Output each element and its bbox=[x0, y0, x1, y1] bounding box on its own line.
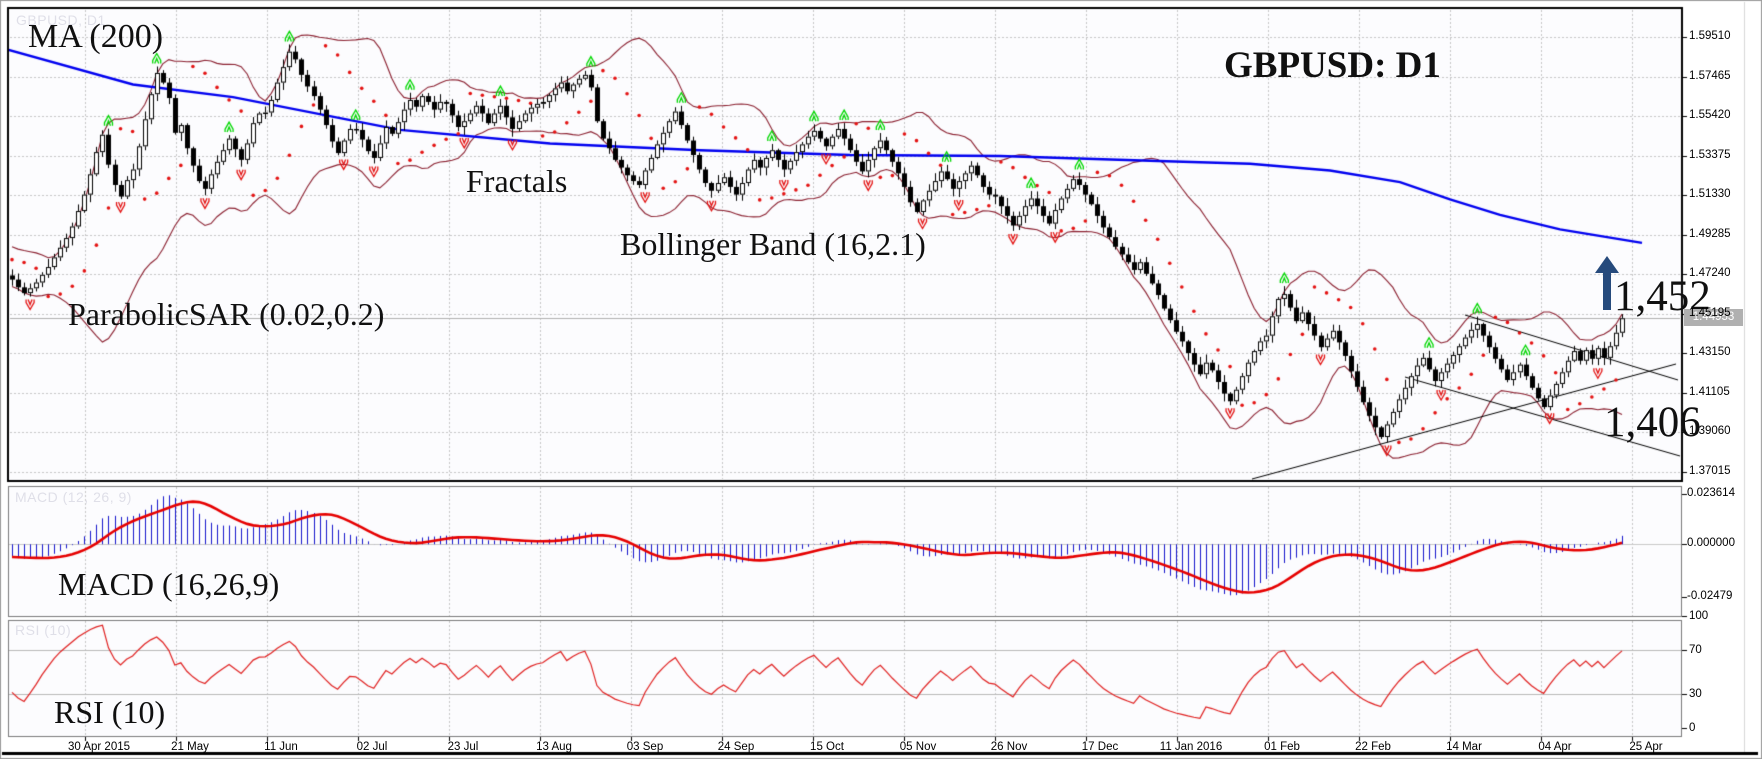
macd-panel-label: MACD (16,26,9) bbox=[58, 566, 280, 602]
date-axis-label: 14 Mar bbox=[1446, 741, 1482, 753]
price-axis-label: 1.59510 bbox=[1689, 30, 1731, 42]
rsi-axis-label: 30 bbox=[1689, 688, 1702, 700]
rsi-axis-label: 70 bbox=[1689, 644, 1702, 656]
rsi-axis-label: 0 bbox=[1689, 722, 1696, 734]
rsi-watermark: RSI (10) bbox=[15, 622, 72, 638]
fractals-label: Fractals bbox=[466, 163, 568, 199]
ma-label: MA (200) bbox=[28, 18, 164, 55]
price-axis-label: 1.39060 bbox=[1689, 425, 1731, 437]
price-axis-label: 1.37015 bbox=[1689, 465, 1731, 477]
current-price-tag: 1.44953 bbox=[1684, 309, 1743, 326]
date-axis-label: 17 Dec bbox=[1081, 741, 1119, 753]
price-axis-label: 1.49285 bbox=[1689, 228, 1731, 240]
price-axis-label: 1.51330 bbox=[1689, 188, 1731, 200]
macd-watermark: MACD (12, 26, 9) bbox=[15, 489, 132, 505]
bollinger-label: Bollinger Band (16,2.1) bbox=[620, 226, 926, 262]
date-axis-label: 22 Feb bbox=[1355, 741, 1391, 753]
macd-axis-label: 0.000000 bbox=[1687, 537, 1735, 549]
price-axis-label: 1.41105 bbox=[1689, 386, 1730, 398]
symbol-watermark: GBPUSD, D1 bbox=[16, 12, 106, 28]
support-price-label: 1,406 bbox=[1604, 399, 1701, 446]
price-axis-label: 1.53375 bbox=[1689, 149, 1731, 161]
date-axis-label: 15 Oct bbox=[810, 741, 844, 753]
macd-axis-label: -0.02479 bbox=[1687, 590, 1733, 602]
parabolic-sar-label: ParabolicSAR (0.02,0.2) bbox=[68, 296, 385, 332]
date-axis-label: 01 Feb bbox=[1264, 741, 1300, 753]
macd-axis-label: 0.023614 bbox=[1687, 487, 1735, 499]
chart-title: GBPUSD: D1 bbox=[1224, 45, 1441, 86]
price-axis-label: 1.55420 bbox=[1689, 109, 1731, 121]
date-axis-label: 11 Jun bbox=[264, 741, 298, 753]
breakout-up-arrow-icon bbox=[1595, 256, 1619, 310]
date-axis-label: 05 Nov bbox=[899, 741, 937, 753]
date-axis-label: 13 Aug bbox=[536, 741, 572, 753]
price-axis-label: 1.43150 bbox=[1689, 346, 1731, 358]
date-axis-label: 21 May bbox=[171, 741, 209, 753]
date-axis-label: 25 Apr bbox=[1629, 741, 1663, 753]
date-axis-label: 04 Apr bbox=[1538, 741, 1572, 753]
date-axis-label: 03 Sep bbox=[626, 741, 664, 753]
date-axis-label: 02 Jul bbox=[356, 741, 388, 753]
date-axis-label: 26 Nov bbox=[990, 741, 1028, 753]
date-axis-label: 30 Apr 2015 bbox=[67, 741, 131, 753]
date-axis-label: 11 Jan 2016 bbox=[1159, 741, 1223, 753]
date-axis-label: 24 Sep bbox=[717, 741, 755, 753]
price-axis-label: 1.57465 bbox=[1689, 70, 1731, 82]
date-axis-label: 23 Jul bbox=[447, 741, 479, 753]
price-axis-label: 1.45195 bbox=[1689, 307, 1731, 319]
price-axis-label: 1.47240 bbox=[1689, 267, 1731, 279]
rsi-axis-label: 100 bbox=[1689, 610, 1709, 622]
rsi-panel-label: RSI (10) bbox=[54, 694, 166, 730]
